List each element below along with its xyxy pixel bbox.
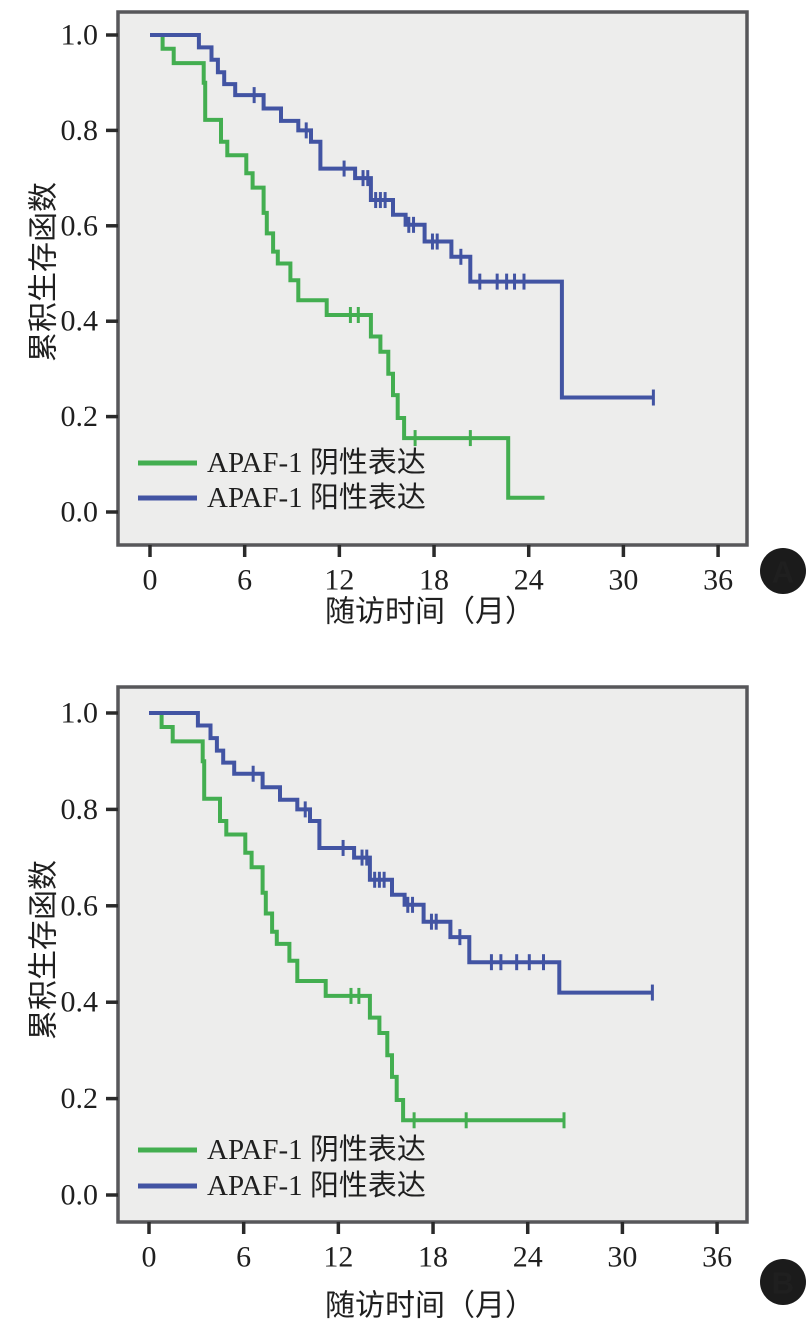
- legend-label-positive: APAF-1 阳性表达: [207, 481, 426, 514]
- y-tick-label: 0.4: [61, 986, 99, 1019]
- y-axis-ticks: 0.0 0.2 0.4 0.6 0.8 1.0: [61, 19, 118, 529]
- y-tick-label: 0.6: [61, 889, 99, 922]
- x-tick-label: 36: [703, 564, 733, 597]
- survival-curve: [149, 711, 653, 995]
- panel-badge-circle: [760, 1259, 806, 1305]
- plot-area: [116, 685, 749, 1224]
- panel-badge-letter: B: [772, 1266, 794, 1301]
- survival-curve: [149, 711, 564, 1123]
- panel-badge-circle: [760, 548, 806, 594]
- survival-curve: [150, 33, 654, 400]
- y-tick-label: 0.2: [61, 400, 99, 433]
- y-tick-label: 1.0: [61, 19, 99, 52]
- panel-badge-letter: A: [772, 555, 794, 590]
- panel-badge: A: [760, 548, 806, 594]
- series-curves: [149, 711, 654, 1129]
- survival-curve: [150, 33, 545, 500]
- x-tick-label: 24: [513, 1241, 543, 1274]
- y-tick-label: 0.6: [61, 209, 99, 242]
- y-axis-ticks: 0.0 0.2 0.4 0.6 0.8 1.0: [61, 697, 118, 1212]
- x-tick-label: 30: [608, 564, 638, 597]
- legend: APAF-1 阴性表达 APAF-1 阳性表达: [138, 446, 426, 514]
- x-tick-label: 18: [418, 1241, 448, 1274]
- panel-badge: B: [760, 1259, 806, 1305]
- x-tick-label: 12: [323, 1241, 353, 1274]
- x-tick-label: 0: [143, 564, 158, 597]
- legend: APAF-1 阴性表达 APAF-1 阳性表达: [138, 1133, 426, 1202]
- x-axis-ticks: 0 6 12 18 24 30 36: [143, 545, 733, 597]
- y-tick-label: 0.8: [61, 114, 99, 147]
- y-axis-title: 累积生存函数: [28, 182, 61, 362]
- legend-label-negative: APAF-1 阴性表达: [207, 1133, 426, 1166]
- x-tick-label: 6: [237, 564, 252, 597]
- survival-chart-b: 0 6 12 18 24 30 36 0.0 0.2 0.4 0.6 0.8 1.0 APAF-1 阴…: [28, 685, 806, 1323]
- x-tick-label: 24: [514, 564, 544, 597]
- y-tick-label: 0.4: [61, 305, 99, 338]
- x-tick-label: 6: [236, 1241, 251, 1274]
- x-axis-ticks: 0 6 12 18 24 30 36: [142, 1222, 732, 1274]
- y-tick-label: 0.0: [61, 1179, 99, 1212]
- series-curves: [150, 33, 655, 500]
- survival-chart-a: 0 6 12 18 24 30 36 0.0 0.2 0.4 0.6 0.8 1.0 APAF-1 阴…: [28, 10, 806, 629]
- y-tick-label: 0.2: [61, 1082, 99, 1115]
- plot-area: [116, 10, 749, 547]
- y-tick-label: 1.0: [61, 697, 99, 730]
- x-tick-label: 30: [607, 1241, 637, 1274]
- y-tick-label: 0.8: [61, 793, 99, 826]
- x-axis-title: 随访时间（月）: [325, 596, 535, 629]
- legend-label-positive: APAF-1 阳性表达: [207, 1169, 426, 1202]
- y-axis-title: 累积生存函数: [28, 860, 61, 1040]
- y-tick-label: 0.0: [61, 496, 99, 529]
- x-tick-label: 0: [142, 1241, 157, 1274]
- x-tick-label: 36: [702, 1241, 732, 1274]
- panel-a-figure: 0 6 12 18 24 30 36 0.0 0.2 0.4 0.6 0.8 1.0 APAF-1 阴…: [0, 0, 811, 648]
- x-axis-title: 随访时间（月）: [325, 1290, 535, 1323]
- legend-label-negative: APAF-1 阴性表达: [207, 446, 426, 479]
- x-tick-label: 12: [324, 564, 354, 597]
- panel-b-figure: 0 6 12 18 24 30 36 0.0 0.2 0.4 0.6 0.8 1.0 APAF-1 阴…: [0, 660, 811, 1327]
- x-tick-label: 18: [419, 564, 449, 597]
